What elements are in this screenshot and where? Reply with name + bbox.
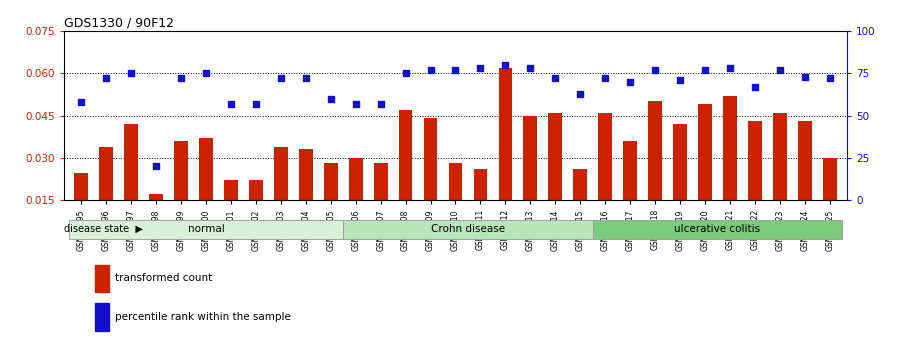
Bar [299,149,312,242]
Text: GDS1330 / 90F12: GDS1330 / 90F12 [64,17,174,30]
Point [174,76,189,81]
Point [672,77,687,83]
Point [148,164,163,169]
Point [323,96,338,101]
Bar [723,96,737,242]
Text: Crohn disease: Crohn disease [431,224,505,234]
Point [124,71,138,76]
Point [498,62,513,68]
Point [448,67,463,73]
Bar [474,169,487,242]
Point [398,71,413,76]
Bar [599,113,612,242]
Bar [343,220,593,239]
Point [797,74,812,79]
Point [523,66,537,71]
Bar [149,195,163,242]
Bar [249,180,262,242]
Bar [424,118,437,242]
Point [548,76,563,81]
Point [823,76,837,81]
Point [473,66,487,71]
Bar [68,220,343,239]
Bar [748,121,762,242]
Point [598,76,612,81]
Bar [95,265,109,292]
Point [374,101,388,107]
Bar [200,138,213,242]
Point [573,91,588,96]
Bar [649,101,662,242]
Bar [224,180,238,242]
Point [698,67,712,73]
Bar [548,113,562,242]
Bar [698,104,711,242]
Text: ulcerative colitis: ulcerative colitis [674,224,761,234]
Point [348,101,363,107]
Bar [95,304,109,331]
Bar [823,158,836,242]
Point [773,67,787,73]
Point [648,67,662,73]
Point [273,76,288,81]
Bar [374,164,387,242]
Bar [99,147,113,242]
Bar [773,113,787,242]
Bar [498,68,512,242]
Point [748,84,763,90]
Point [74,99,88,105]
Text: percentile rank within the sample: percentile rank within the sample [115,312,291,322]
Bar [274,147,288,242]
Bar [798,121,812,242]
Text: disease state  ▶: disease state ▶ [64,224,143,234]
Point [623,79,638,85]
Bar [673,124,687,242]
Bar [324,164,338,242]
Text: transformed count: transformed count [115,273,212,283]
Bar [623,141,637,242]
Point [224,101,239,107]
Point [199,71,213,76]
Bar [399,110,413,242]
Bar [174,141,188,242]
Bar [124,124,138,242]
Point [299,76,313,81]
Bar [448,164,463,242]
Bar [573,169,587,242]
Bar [75,173,88,242]
Point [424,67,438,73]
Text: normal: normal [188,224,224,234]
Point [99,76,114,81]
Bar [349,158,363,242]
Bar [524,116,537,242]
Point [249,101,263,107]
Point [722,66,737,71]
Bar [593,220,843,239]
